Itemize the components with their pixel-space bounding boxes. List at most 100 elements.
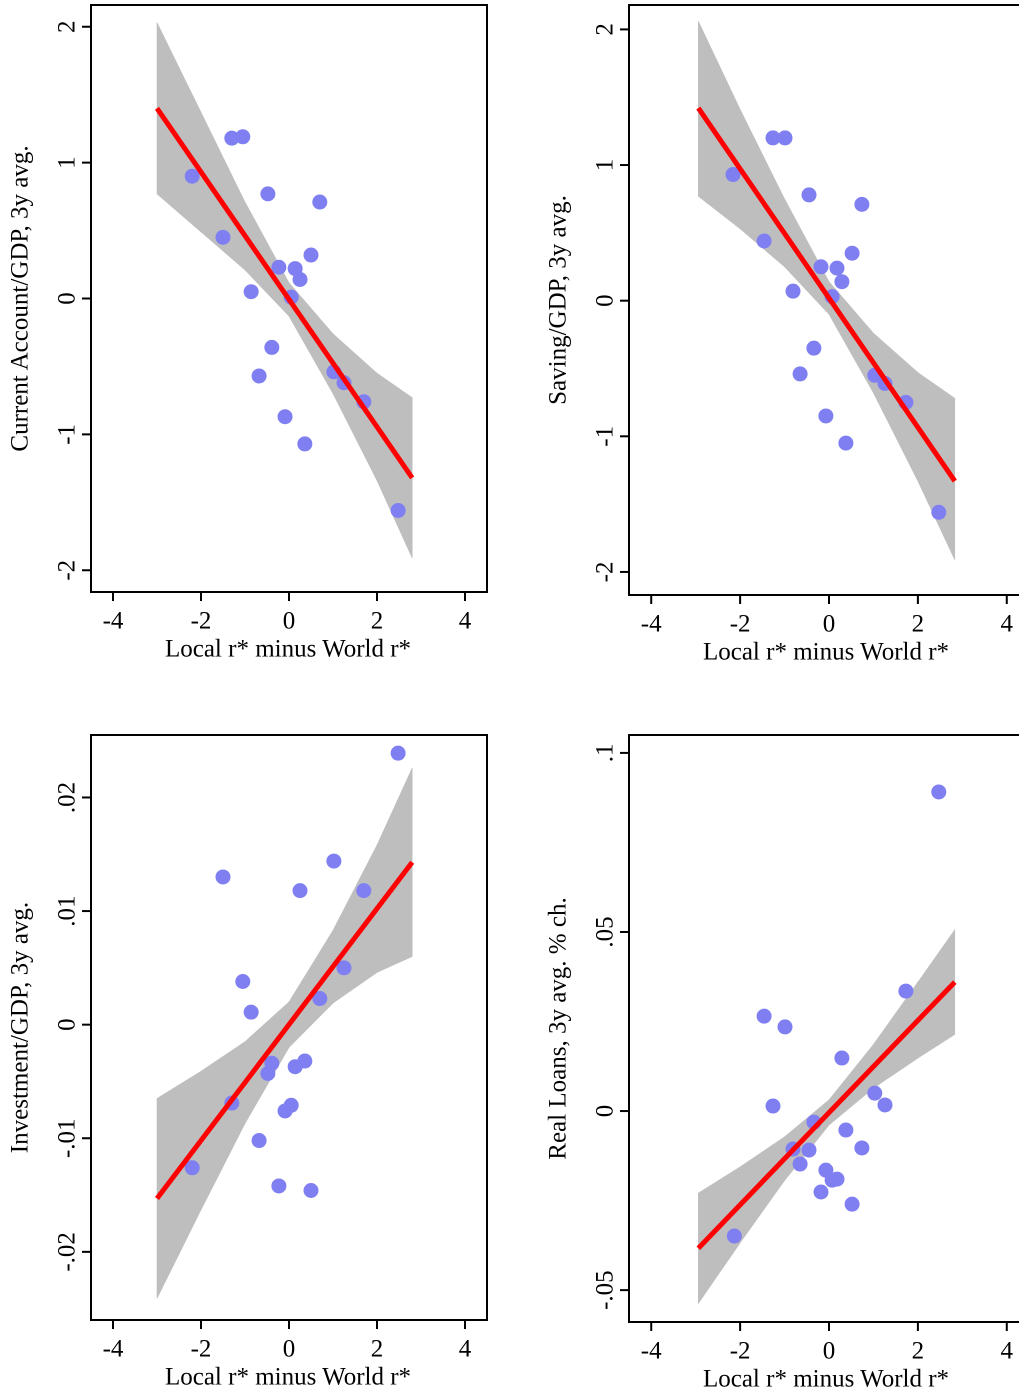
x-tick-label: 4 (459, 1336, 472, 1363)
data-point (801, 187, 817, 203)
y-tick-label: 1 (54, 156, 81, 169)
data-point (931, 784, 947, 800)
data-point (877, 1097, 893, 1113)
x-tick-label: 4 (459, 608, 472, 635)
confidence-band (376, 767, 413, 973)
data-point (271, 259, 287, 275)
data-point (777, 1019, 793, 1035)
y-tick-label: -1 (592, 426, 619, 447)
y-tick-label: .05 (592, 916, 619, 947)
data-point (264, 1055, 280, 1071)
data-point (726, 1228, 742, 1244)
data-point (792, 1156, 808, 1172)
data-point (303, 1183, 319, 1199)
data-point (277, 409, 293, 425)
x-axis-title: Local r* minus World r* (165, 636, 411, 663)
data-point (854, 1140, 870, 1156)
data-point (813, 1184, 829, 1200)
y-tick-label: 2 (54, 20, 81, 33)
confidence-band (200, 1041, 246, 1210)
x-tick-label: 2 (912, 611, 925, 638)
y-tick-label: 0 (592, 1105, 619, 1118)
fit-line (155, 860, 415, 1200)
x-tick-label: 2 (371, 1336, 384, 1363)
data-point (898, 983, 914, 999)
data-point (336, 960, 352, 976)
data-point (260, 186, 276, 202)
fit-line (696, 106, 957, 483)
data-point (215, 869, 231, 885)
data-point (235, 129, 251, 145)
y-tick-label: 0 (54, 1018, 81, 1031)
x-tick-label: -2 (191, 608, 212, 635)
x-tick-label: -2 (730, 1338, 751, 1365)
confidence-band (156, 1070, 202, 1299)
data-point (326, 853, 342, 869)
data-point (390, 745, 406, 761)
data-point (854, 196, 870, 212)
x-tick-label: 2 (912, 1338, 925, 1365)
data-point (725, 167, 741, 183)
data-point (264, 339, 280, 355)
data-point (297, 1053, 313, 1069)
x-tick-label: -2 (730, 611, 751, 638)
y-tick-label: -2 (54, 560, 81, 581)
confidence-band (873, 981, 919, 1089)
x-tick-label: 2 (371, 608, 384, 635)
data-point (829, 1171, 845, 1187)
data-point (243, 1004, 259, 1020)
confidence-band (288, 929, 334, 1049)
data-point (756, 233, 772, 249)
y-tick-label: .01 (54, 895, 81, 926)
x-tick-label: -4 (641, 611, 662, 638)
x-tick-label: 4 (1001, 611, 1014, 638)
data-point (806, 340, 822, 356)
data-point (785, 283, 801, 299)
data-point (792, 366, 808, 382)
data-point (243, 284, 259, 300)
data-point (312, 194, 328, 210)
y-tick-label: .02 (54, 782, 81, 813)
data-point (303, 247, 319, 263)
confidence-band (698, 21, 741, 230)
y-tick-label: .1 (592, 744, 619, 763)
x-tick-label: -4 (103, 608, 124, 635)
data-point (838, 1122, 854, 1138)
data-point (777, 130, 793, 146)
data-point (931, 504, 947, 520)
x-tick-label: -4 (103, 1336, 124, 1363)
data-point (356, 883, 372, 899)
data-point (312, 991, 328, 1007)
y-tick-label: 2 (592, 23, 619, 36)
y-tick-label: -.05 (592, 1270, 619, 1310)
y-tick-label: -1 (54, 424, 81, 445)
data-point (390, 502, 406, 518)
data-point (801, 1142, 817, 1158)
data-point (838, 435, 854, 451)
data-point (297, 436, 313, 452)
data-point (251, 368, 267, 384)
y-tick-label: 0 (54, 292, 81, 305)
y-axis-title: Investment/GDP, 3y avg. (7, 902, 34, 1153)
data-point (184, 1160, 200, 1176)
x-tick-label: -2 (191, 1336, 212, 1363)
y-axis-title: Saving/GDP, 3y avg. (545, 195, 572, 405)
data-point (829, 260, 845, 276)
data-point (283, 1097, 299, 1113)
confidence-band (332, 333, 378, 481)
fit-line (696, 980, 957, 1250)
data-point (292, 271, 308, 287)
data-point (184, 168, 200, 184)
x-axis-title: Local r* minus World r* (165, 1364, 411, 1391)
y-tick-label: -.02 (54, 1232, 81, 1272)
confidence-band (156, 22, 202, 233)
y-tick-label: 1 (592, 159, 619, 172)
x-tick-label: 0 (283, 1336, 296, 1363)
x-tick-label: 0 (823, 1338, 836, 1365)
data-point (844, 245, 860, 261)
confidence-band (917, 928, 956, 1059)
y-tick-label: -2 (592, 562, 619, 583)
data-point (765, 130, 781, 146)
